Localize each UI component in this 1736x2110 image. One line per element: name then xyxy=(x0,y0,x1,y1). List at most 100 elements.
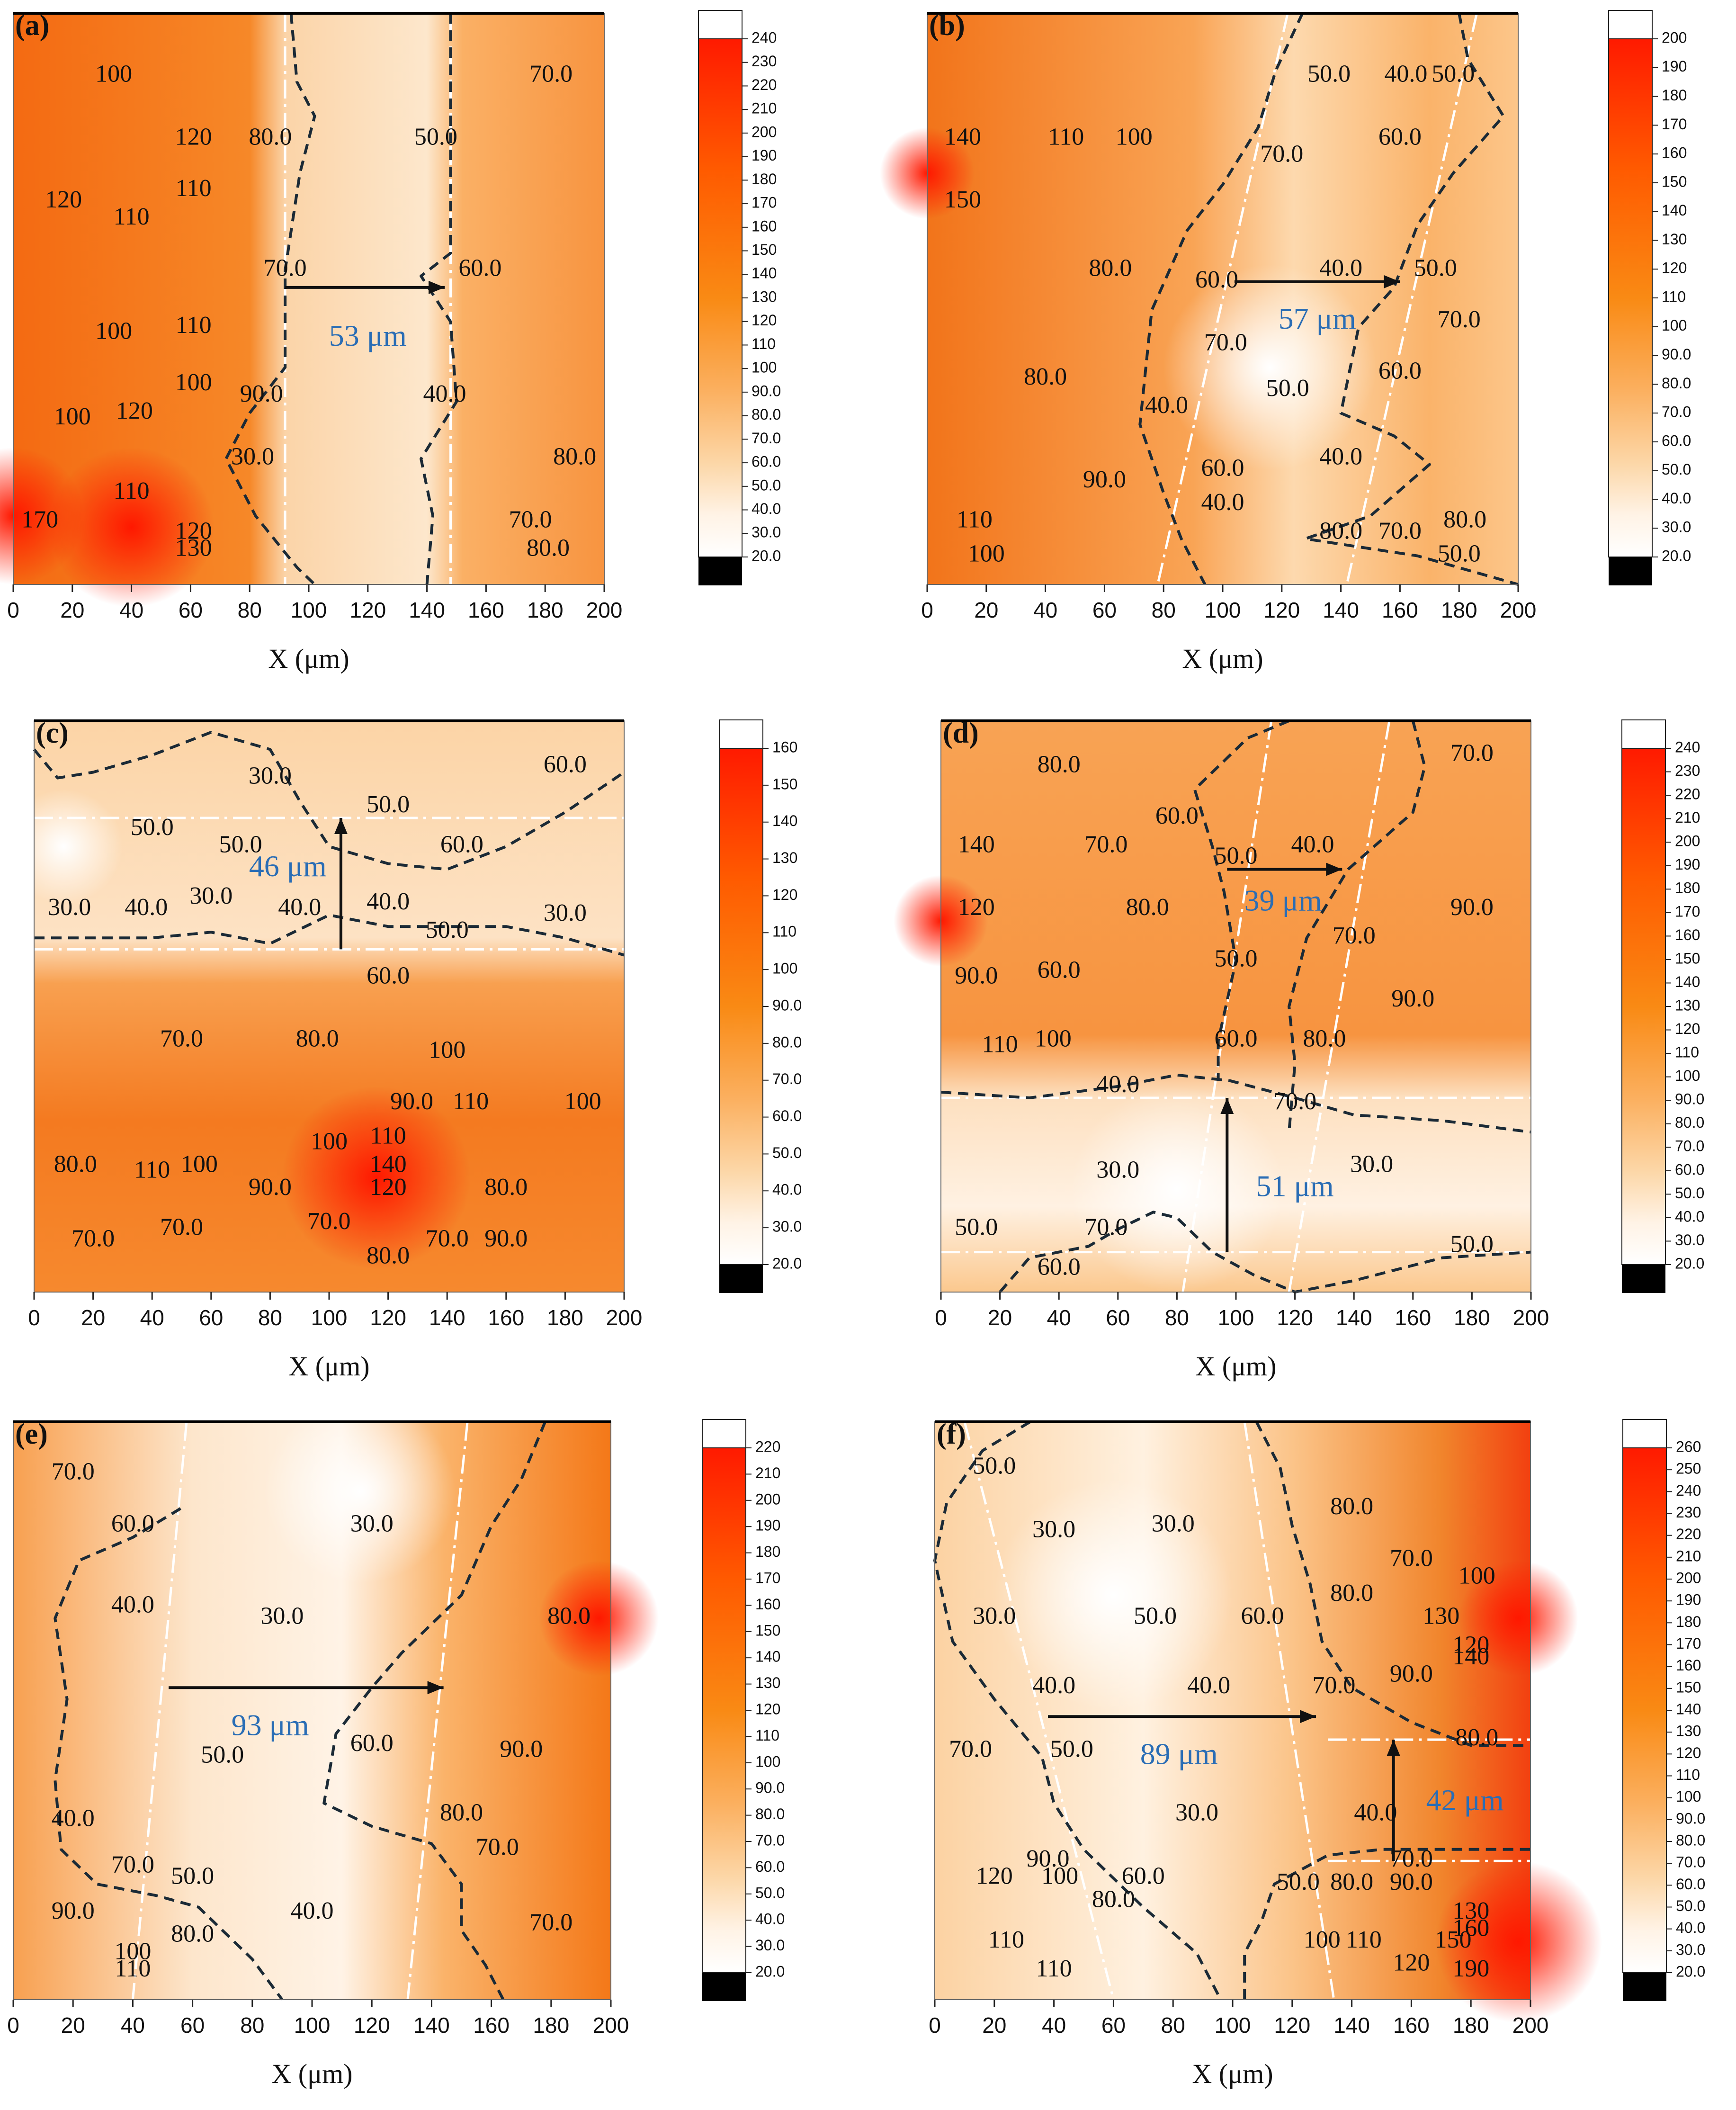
x-tick-label: 0 xyxy=(7,598,19,622)
contour-label: 100 xyxy=(114,1938,151,1965)
colorbar-tick-label: 160 xyxy=(1662,144,1687,162)
colorbar-tick-label: 130 xyxy=(1676,1723,1701,1740)
arrow-head xyxy=(429,280,445,294)
arrow-head xyxy=(1326,862,1342,876)
colorbar-tick-label: 120 xyxy=(1676,1744,1701,1761)
contour-label: 90.0 xyxy=(955,962,998,989)
dashed-contour xyxy=(322,1421,546,2001)
colorbar xyxy=(1622,1447,1667,1973)
contour-label: 40.0 xyxy=(1187,1672,1230,1699)
colorbar-tick-label: 60.0 xyxy=(1676,1876,1705,1893)
contour-label: 50.0 xyxy=(973,1453,1016,1480)
contour-label: 70.0 xyxy=(160,1025,203,1052)
x-tick-label: 20 xyxy=(974,598,998,622)
colorbar-tick-label: 60.0 xyxy=(752,453,781,470)
contour-label: 90.0 xyxy=(1083,466,1126,493)
x-tick-label: 200 xyxy=(593,2013,629,2038)
boundary-line xyxy=(1288,720,1391,1293)
colorbar-tick-label: 140 xyxy=(1662,202,1687,219)
contour-label: 110 xyxy=(453,1088,489,1115)
contour-label: 60.0 xyxy=(458,255,501,282)
contour-label: 40.0 xyxy=(1291,831,1334,858)
colorbar-tick-label: 120 xyxy=(755,1700,780,1717)
boundary-line xyxy=(131,1421,188,2000)
x-tick-label: 160 xyxy=(468,598,504,622)
contour-label: 30.0 xyxy=(1032,1516,1075,1543)
contour-region xyxy=(1071,1086,1283,1292)
x-tick-label: 180 xyxy=(1453,2013,1489,2038)
panel-label: (d) xyxy=(943,717,979,749)
contour-label: 70.0 xyxy=(72,1225,115,1252)
contour-label: 80.0 xyxy=(1089,255,1132,282)
contour-label: 70.0 xyxy=(1333,922,1376,949)
dashed-contour xyxy=(54,1507,284,2001)
colorbar-tick-label: 90.0 xyxy=(772,997,802,1014)
x-tick-label: 60 xyxy=(1106,1305,1130,1330)
measurement-label: 53 μm xyxy=(329,319,407,352)
contour-label: 50.0 xyxy=(955,1213,998,1240)
contour-label: 80.0 xyxy=(1330,1493,1373,1520)
colorbar-tick-label: 40.0 xyxy=(772,1181,802,1198)
colorbar-tick-label: 90.0 xyxy=(1662,346,1691,363)
colorbar-tick-label: 190 xyxy=(1675,856,1700,873)
contour-label: 70.0 xyxy=(308,1208,351,1235)
colorbar-tick-label: 140 xyxy=(772,812,797,829)
contour-label: 40.0 xyxy=(1145,392,1188,419)
contour-label: 50.0 xyxy=(131,814,174,841)
colorbar-tick-label: 130 xyxy=(755,1674,780,1691)
colorbar-tick-label: 200 xyxy=(1675,833,1700,850)
contour-label: 50.0 xyxy=(1215,842,1258,869)
x-tick-label: 0 xyxy=(921,598,933,622)
arrow-head xyxy=(427,1681,444,1695)
dashed-contour xyxy=(1304,13,1519,586)
colorbar-tick-label: 110 xyxy=(1676,1766,1700,1783)
colorbar-cap xyxy=(698,557,742,585)
x-tick-label: 140 xyxy=(409,598,445,622)
contour-label: 70.0 xyxy=(1084,831,1128,858)
colorbar-tick-label: 100 xyxy=(1675,1067,1700,1084)
contour-label: 40.0 xyxy=(1201,489,1244,516)
panel-label: (e) xyxy=(15,1418,48,1450)
x-tick-label: 60 xyxy=(1101,2013,1126,2038)
contour-label: 40.0 xyxy=(278,894,321,921)
contour-label: 140 xyxy=(370,1151,407,1178)
colorbar-tick-label: 170 xyxy=(1676,1635,1701,1652)
contour-region xyxy=(4,789,123,904)
x-tick-label: 200 xyxy=(1512,2013,1549,2038)
arrow-head xyxy=(1387,1740,1400,1756)
colorbar-tick-label: 180 xyxy=(1676,1613,1701,1630)
colorbar-tick-label: 130 xyxy=(1675,997,1700,1014)
contour-label: 120 xyxy=(1452,1632,1489,1659)
colorbar-cap xyxy=(1623,1973,1666,2001)
contour-label: 80.0 xyxy=(547,1603,591,1630)
contour-label: 100 xyxy=(54,403,91,430)
colorbar-tick-label: 130 xyxy=(1662,231,1687,248)
colorbar-tick-label: 30.0 xyxy=(752,524,781,541)
x-tick-label: 100 xyxy=(291,598,327,622)
x-tick-label: 120 xyxy=(370,1305,406,1330)
contour-label: 120 xyxy=(1393,1949,1430,1976)
contour-region xyxy=(539,1560,659,1676)
colorbar-tick-label: 20.0 xyxy=(1676,1963,1705,1980)
colorbar-tick-label: 50.0 xyxy=(755,1884,785,1901)
contour-label: 80.0 xyxy=(553,443,596,470)
panel-c: 30.0 60.0 50.0 50.0 50.0 60.0 30.0 40.0 30.0 40.0… xyxy=(4,717,802,1382)
contour-label: 60.0 xyxy=(1378,358,1422,385)
colorbar-tick-label: 160 xyxy=(1676,1657,1701,1674)
contour-label: 100 xyxy=(1035,1025,1072,1052)
colorbar-tick-label: 220 xyxy=(752,76,777,93)
contour-label: 70.0 xyxy=(264,255,307,282)
contour-label: 100 xyxy=(1116,123,1153,150)
colorbar-tick-label: 250 xyxy=(1676,1460,1701,1477)
colorbar-tick-label: 240 xyxy=(1676,1482,1701,1499)
dashed-contour xyxy=(1288,720,1426,1132)
colorbar-tick-label: 110 xyxy=(1662,288,1686,305)
colorbar-tick-label: 50.0 xyxy=(752,476,781,494)
contour-label: 30.0 xyxy=(231,443,274,470)
contour-label: 80.0 xyxy=(1038,751,1081,778)
contour-label: 70.0 xyxy=(1438,306,1481,333)
dashed-contour xyxy=(933,1420,1222,2001)
dashed-contour xyxy=(1138,12,1304,585)
measurement-label: 89 μm xyxy=(1140,1737,1218,1770)
